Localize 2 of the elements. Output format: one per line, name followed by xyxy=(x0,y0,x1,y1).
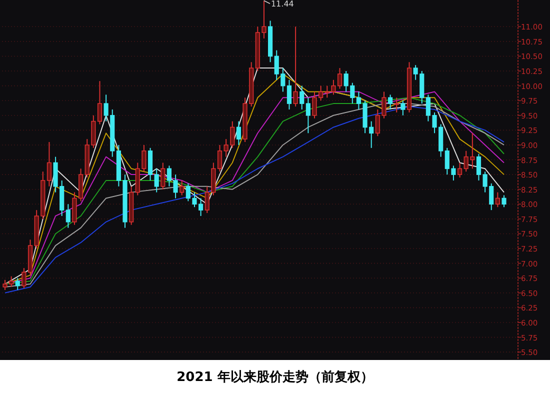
text: 2021 年以来股价走势（前复权） xyxy=(176,369,374,385)
annotation: 11.44 xyxy=(270,0,294,9)
